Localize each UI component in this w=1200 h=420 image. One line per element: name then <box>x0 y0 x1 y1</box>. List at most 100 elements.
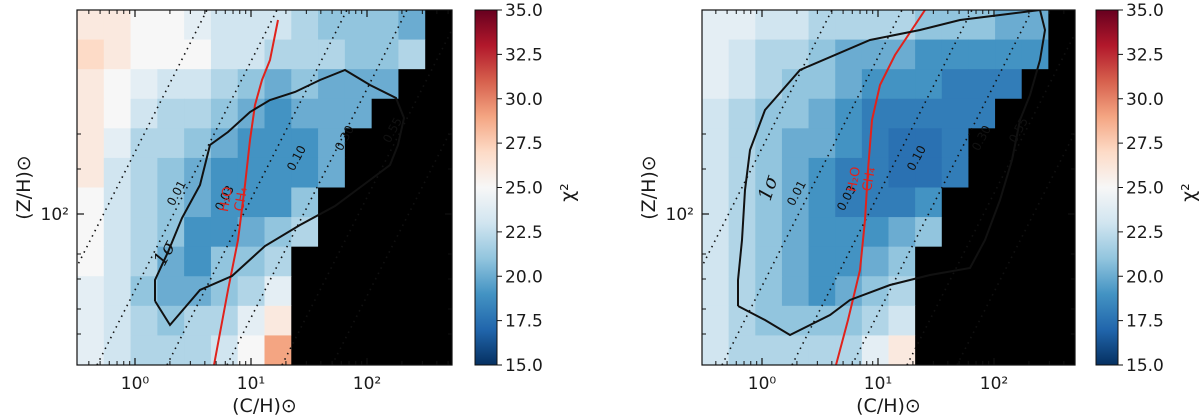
heatmap-cell <box>941 10 970 41</box>
heatmap-cell <box>398 246 426 277</box>
heatmap-cell <box>888 69 916 100</box>
heatmap-cell <box>130 246 158 277</box>
heatmap-cell <box>781 128 810 159</box>
heatmap-cell <box>1021 276 1049 307</box>
heatmap-cell <box>1021 39 1049 70</box>
iso-line <box>906 31 1075 365</box>
x-tick-label: 10² <box>980 374 1008 394</box>
heatmap-cell <box>755 187 783 218</box>
heatmap-cell <box>861 128 890 159</box>
heatmap-cell <box>77 98 105 129</box>
heatmap-cell <box>184 10 212 41</box>
heatmap-cell <box>888 335 916 365</box>
heatmap-cell <box>808 305 836 337</box>
heatmap-cell <box>130 187 158 218</box>
iso-line <box>281 27 452 365</box>
heatmap-cell <box>755 128 783 159</box>
heatmap-cell <box>425 335 452 365</box>
heatmap-cell <box>77 187 105 218</box>
heatmap-cell <box>1021 187 1049 218</box>
heatmap-cell <box>728 305 756 337</box>
heatmap-cell <box>264 246 292 277</box>
heatmap-cell <box>371 246 400 277</box>
heatmap-cell <box>702 246 730 277</box>
heatmap-cell <box>915 157 943 189</box>
heatmap-cell <box>995 276 1023 307</box>
heatmap-cell <box>888 217 916 248</box>
heatmap-cell <box>130 305 158 337</box>
heatmap-cell <box>318 157 346 189</box>
heatmap-cell <box>1021 128 1049 159</box>
heatmap-cell <box>157 69 185 100</box>
heatmap-cell <box>210 69 239 100</box>
heatmap-cell <box>344 128 373 159</box>
heatmap-cell <box>103 39 132 70</box>
heatmap-cell <box>184 39 212 70</box>
heatmap-cell <box>318 98 346 129</box>
heatmap-cell <box>1048 246 1075 277</box>
heatmap-cell <box>915 276 943 307</box>
heatmap-cell <box>184 69 212 100</box>
heatmap-cell <box>344 217 373 248</box>
heatmap-cell <box>702 335 730 365</box>
heatmap-cell <box>915 187 943 218</box>
heatmap-cell <box>808 10 836 41</box>
heatmap-cell <box>264 276 292 307</box>
heatmap-cell <box>861 335 890 365</box>
heatmap-cell <box>425 69 452 100</box>
heatmap-cell <box>1048 39 1075 70</box>
heatmap-cell <box>157 157 185 189</box>
iso-lines <box>702 10 1075 365</box>
heatmap-cell <box>318 335 346 365</box>
plot-frame <box>701 9 1076 366</box>
heatmap-cell <box>291 246 319 277</box>
heatmap-cell <box>210 187 239 218</box>
heatmap-cell <box>861 10 890 41</box>
heatmap-cell <box>1021 157 1049 189</box>
heatmap-cell <box>318 305 346 337</box>
heatmap-cell <box>968 305 996 337</box>
heatmap-cell <box>755 305 783 337</box>
heatmap-cells <box>702 10 1075 365</box>
heatmap-cell <box>371 69 400 100</box>
heatmap-cell <box>264 128 292 159</box>
heatmap-cell <box>941 335 970 365</box>
heatmap-cell <box>77 276 105 307</box>
heatmap-cell <box>781 246 810 277</box>
heatmap-cell <box>371 305 400 337</box>
heatmap-cell <box>968 98 996 129</box>
heatmap-cell <box>1048 69 1075 100</box>
heatmap-cell <box>755 335 783 365</box>
heatmap-cell <box>915 128 943 159</box>
heatmap-cell <box>1048 276 1075 307</box>
heatmap-cell <box>291 335 319 365</box>
heatmap-cell <box>398 10 426 41</box>
heatmap-cell <box>130 276 158 307</box>
heatmap-cell <box>210 98 239 129</box>
heatmap-cell <box>835 187 863 218</box>
heatmap-cell <box>184 187 212 218</box>
heatmap-cell <box>264 10 292 41</box>
heatmap-cell <box>318 217 346 248</box>
heatmap-cell <box>941 39 970 70</box>
heatmap-cell <box>808 98 836 129</box>
y-tick-label: 10² <box>41 205 69 225</box>
x-tick-label: 10¹ <box>864 374 892 394</box>
heatmap-cell <box>808 157 836 189</box>
heatmap-cell <box>77 246 105 277</box>
heatmap-cell <box>103 187 132 218</box>
heatmap-cell <box>344 39 373 70</box>
heatmap-cell <box>103 305 132 337</box>
heatmap-cell <box>103 217 132 248</box>
heatmap-cell <box>702 305 730 337</box>
heatmap-cell <box>755 10 783 41</box>
heatmap-cell <box>210 128 239 159</box>
iso-line <box>166 10 348 365</box>
heatmap-cell <box>702 187 730 218</box>
heatmap-cell <box>157 128 185 159</box>
heatmap-cell <box>398 187 426 218</box>
iso-line <box>851 10 1033 365</box>
x-tick-label: 10¹ <box>237 374 265 394</box>
x-tick-label: 10⁰ <box>748 374 777 394</box>
heatmap-cell <box>995 217 1023 248</box>
